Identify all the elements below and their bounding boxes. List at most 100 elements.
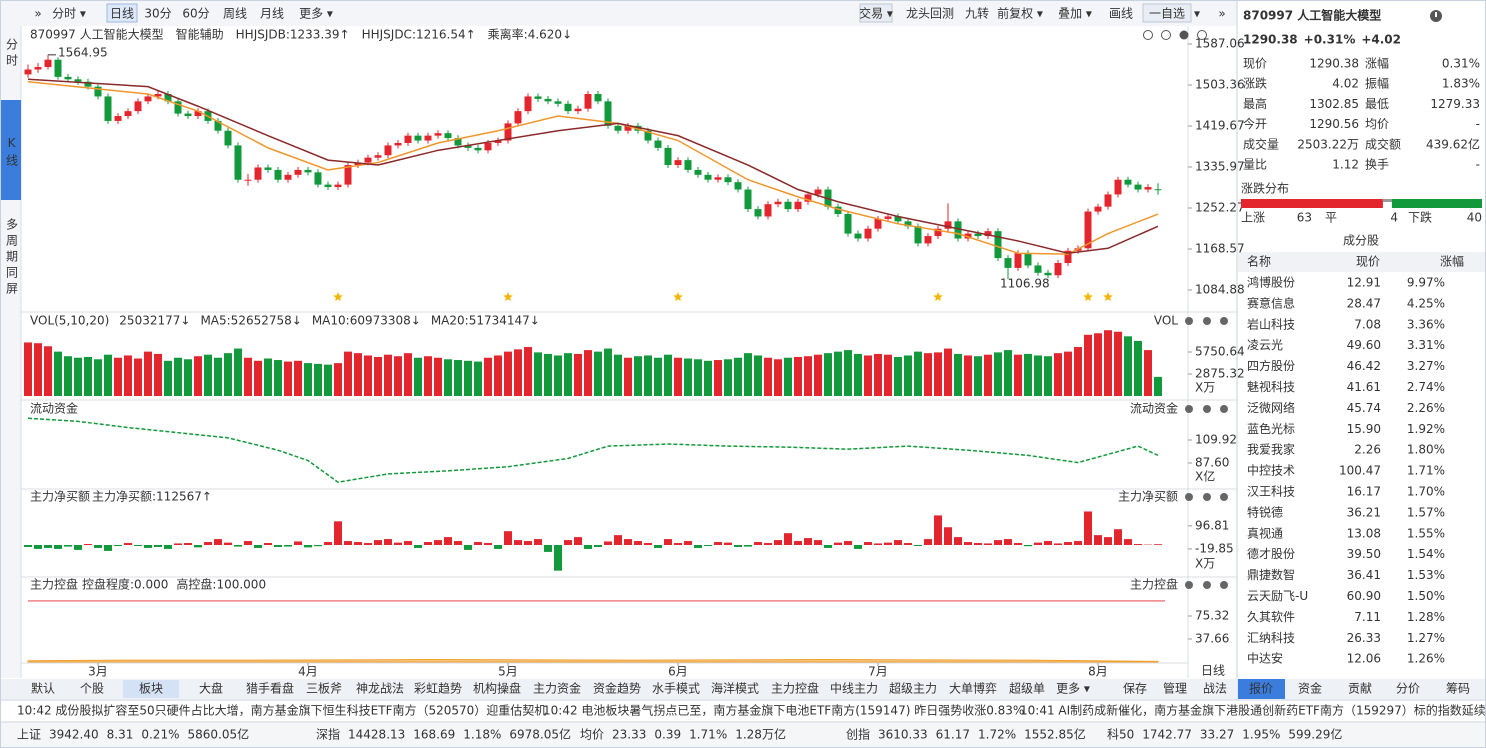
stock-name[interactable]: 岩山科技 [1247, 316, 1295, 331]
candle-body [784, 201, 792, 210]
bottom-tab[interactable]: 超级单 [1009, 681, 1045, 696]
panel-tab[interactable]: 资金 [1298, 681, 1322, 696]
toolbar-item[interactable]: 60分 [182, 7, 209, 21]
toolbar-item[interactable]: 画线 [1109, 7, 1133, 21]
side-tab[interactable]: 分时 [5, 38, 19, 70]
index-item: 5860.05亿 [187, 727, 249, 742]
bottom-tab[interactable]: 超级主力 [889, 681, 937, 696]
quote-label: 换手 [1365, 158, 1389, 172]
panel-icon[interactable] [1203, 317, 1211, 325]
bottom-tab[interactable]: 中线主力 [830, 681, 878, 696]
action-button[interactable]: 保存 [1123, 682, 1147, 696]
zoom-out-icon[interactable] [1161, 30, 1171, 40]
bottom-tab[interactable]: 主力控盘 [771, 681, 819, 696]
stock-name[interactable]: 德才股份 [1247, 546, 1295, 561]
panel-tab[interactable]: 分价 [1396, 682, 1420, 696]
stock-name[interactable]: 蓝色光标 [1247, 422, 1295, 436]
toolbar-item[interactable]: 更多 ▾ [299, 7, 333, 21]
panel-tab[interactable]: 筹码 [1446, 682, 1470, 696]
net-bar [574, 537, 582, 545]
panel-icon[interactable] [1185, 405, 1193, 413]
toolbar-item[interactable]: 叠加 ▾ [1058, 7, 1092, 21]
toolbar-item[interactable]: ▾ [1194, 7, 1200, 21]
chart-header: HHJSJDC:1216.54↑ [362, 28, 476, 42]
stock-name[interactable]: 中控技术 [1247, 463, 1295, 478]
toolbar-item[interactable]: 月线 [260, 7, 284, 21]
stock-name[interactable]: 云天励飞-U [1247, 589, 1308, 603]
bottom-tab[interactable]: 猎手看盘 [246, 681, 294, 696]
stock-name[interactable]: 久其软件 [1247, 610, 1295, 624]
toolbar-item[interactable]: 分时 ▾ [52, 7, 86, 21]
bottom-tab[interactable]: 海洋模式 [711, 681, 759, 696]
panel-icon[interactable] [1220, 405, 1228, 413]
toolbar-item[interactable]: 一自选 [1149, 7, 1185, 21]
stock-name[interactable]: 凌云光 [1247, 338, 1283, 352]
help-icon[interactable] [1179, 30, 1189, 40]
bottom-tab[interactable]: 板块 [139, 682, 163, 696]
zoom-in-icon[interactable] [1143, 30, 1153, 40]
panel-icon[interactable] [1220, 581, 1228, 589]
news-item[interactable]: 10:42 电池板块暑气拐点已至，南方基金旗下电池ETF南方(159147) 昨… [543, 703, 1024, 718]
stock-name[interactable]: 我爱我家 [1247, 442, 1295, 457]
side-tab[interactable]: K线 [5, 136, 19, 170]
bottom-tab[interactable]: 神龙战法 [356, 682, 404, 696]
candle-body [554, 101, 562, 104]
bottom-tab[interactable]: 水手模式 [652, 682, 700, 696]
distribution-label: 平 [1325, 211, 1337, 225]
toolbar-item[interactable]: 交易 ▾ [859, 6, 893, 21]
panel-tab[interactable]: 贡献 [1348, 681, 1372, 696]
bottom-tab[interactable]: 资金趋势 [593, 681, 641, 696]
stock-price: 46.42 [1347, 359, 1381, 373]
panel-title: 流动资金 [30, 401, 78, 416]
stock-name[interactable]: 赛意信息 [1247, 295, 1295, 310]
bottom-tab[interactable]: 机构操盘 [473, 681, 521, 696]
panel-icon[interactable] [1203, 493, 1211, 501]
panel-icon[interactable] [1185, 493, 1193, 501]
news-item[interactable]: 10:42 成份股拟扩容至50只硬件占比大增，南方基金旗下恒生科技ETF南方（5… [17, 703, 546, 718]
bottom-tab[interactable]: 个股 [80, 682, 104, 696]
bottom-tab[interactable]: 主力资金 [533, 681, 581, 696]
toolbar-item[interactable]: 前复权 ▾ [997, 6, 1043, 21]
stock-name[interactable]: 四方股份 [1247, 358, 1295, 373]
bottom-tab[interactable]: 三板斧 [306, 682, 342, 696]
toolbar-item[interactable]: » [1218, 7, 1225, 21]
stock-name[interactable]: 鸿博股份 [1247, 275, 1295, 290]
bottom-tab[interactable]: 大单博弈 [949, 681, 997, 696]
stock-name[interactable]: 魅视科技 [1247, 379, 1295, 394]
stock-name[interactable]: 泛微网络 [1247, 400, 1295, 415]
toolbar-item[interactable]: 九转 [965, 6, 989, 21]
panel-icon[interactable] [1185, 317, 1193, 325]
bottom-tab[interactable]: 彩虹趋势 [414, 682, 462, 696]
panel-icon[interactable] [1220, 493, 1228, 501]
x-tick-label: 3月 [88, 665, 108, 679]
stock-name[interactable]: 真视通 [1247, 525, 1283, 540]
action-button[interactable]: 管理 [1163, 681, 1187, 696]
toolbar-item[interactable]: 日线 [110, 7, 134, 21]
net-bar [374, 540, 382, 545]
panel-title: 主力控盘 [1130, 577, 1178, 592]
close-icon[interactable] [1197, 30, 1207, 40]
bottom-tab[interactable]: 默认 [31, 681, 55, 696]
stock-name[interactable]: 鼎捷数智 [1247, 567, 1295, 582]
stock-name[interactable]: 中达安 [1247, 651, 1283, 666]
toolbar-item[interactable]: 龙头回测 [906, 7, 954, 21]
bottom-tab[interactable]: 更多 ▾ [1056, 682, 1090, 696]
toolbar-item[interactable]: » [34, 7, 41, 21]
panel-icon[interactable] [1203, 405, 1211, 413]
stock-name[interactable]: 汇纳科技 [1247, 631, 1295, 645]
action-button[interactable]: 战法 [1203, 682, 1227, 696]
panel-tab[interactable]: 报价 [1249, 681, 1273, 696]
news-item[interactable]: 10:41 AI制药成新催化，南方基金旗下港股通创新药ETF南方（159297）… [1020, 703, 1486, 718]
stock-name[interactable]: 特锐德 [1247, 504, 1283, 519]
toolbar-item[interactable]: 周线 [223, 7, 247, 21]
bottom-tab[interactable]: 大盘 [199, 681, 223, 696]
candle-body [974, 233, 982, 237]
panel-icon[interactable] [1185, 581, 1193, 589]
stock-name[interactable]: 汉王科技 [1247, 485, 1295, 499]
side-tab[interactable]: 多周期同屏 [5, 218, 19, 298]
panel-icon[interactable] [1203, 581, 1211, 589]
toolbar-item[interactable]: 30分 [144, 7, 171, 21]
panel-icon[interactable] [1220, 317, 1228, 325]
signal-star [333, 292, 343, 301]
